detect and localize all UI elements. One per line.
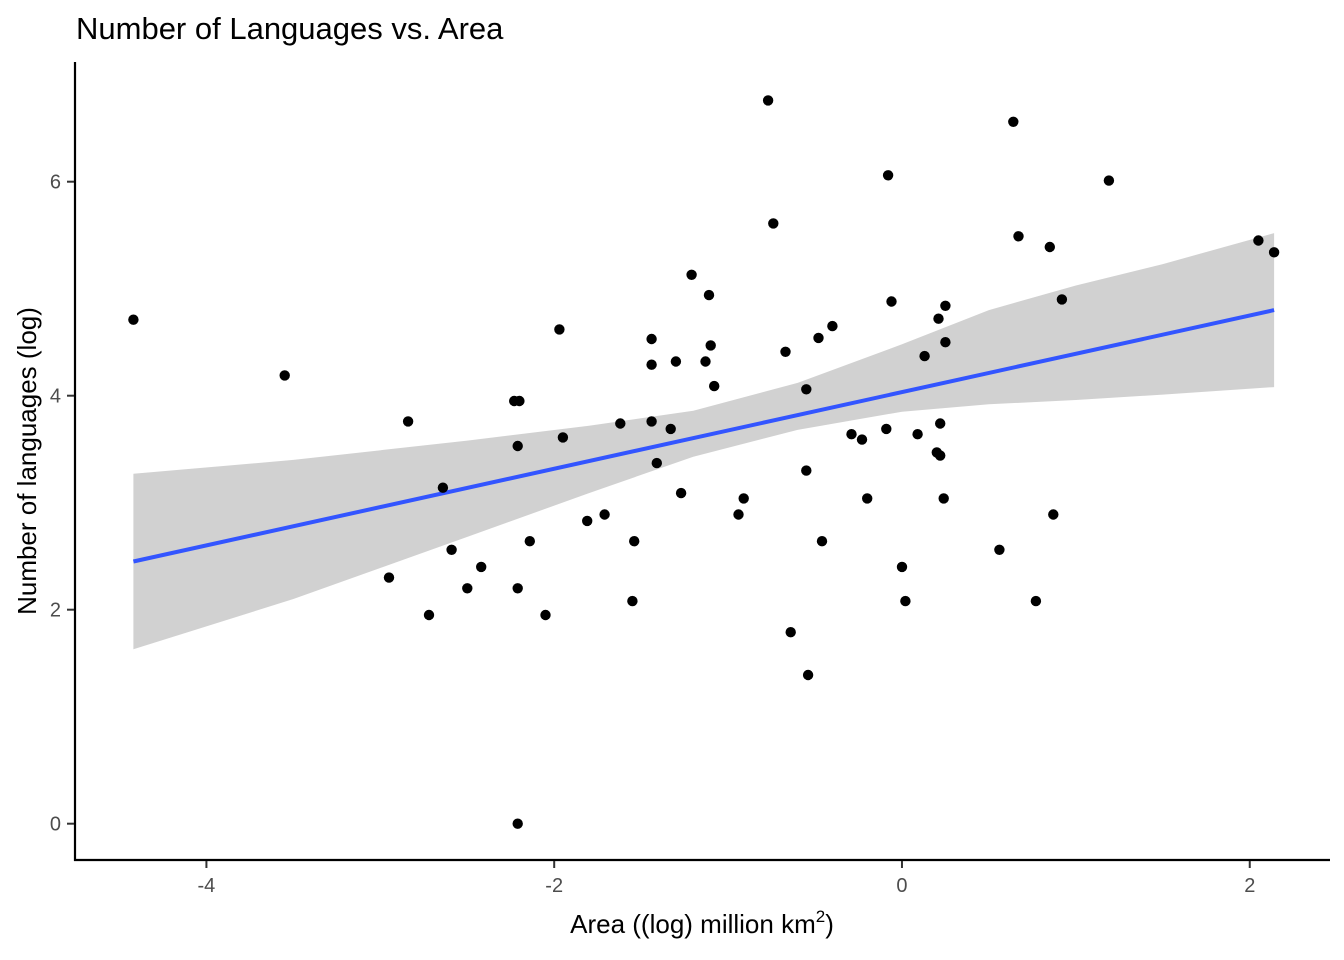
data-point	[846, 429, 857, 440]
data-point	[886, 296, 897, 307]
x-tick-label: -2	[545, 875, 563, 897]
data-point	[599, 509, 610, 520]
data-point	[1048, 509, 1059, 520]
data-point	[856, 434, 868, 445]
data-point	[582, 515, 593, 527]
data-point	[446, 544, 457, 555]
data-point	[512, 440, 523, 452]
data-point	[686, 269, 697, 280]
data-point	[675, 487, 687, 499]
data-point	[665, 423, 676, 435]
data-point	[762, 95, 774, 106]
data-point	[383, 572, 395, 583]
data-point	[827, 320, 838, 332]
data-point	[554, 324, 565, 335]
y-axis-ticks: 0 2 4 6	[50, 172, 74, 836]
data-point	[670, 356, 682, 367]
points-layer	[128, 95, 1280, 829]
data-point	[651, 457, 662, 469]
data-point	[768, 218, 779, 229]
data-point	[881, 423, 892, 435]
data-point	[703, 289, 715, 301]
data-point	[1253, 235, 1264, 246]
chart-title: Number of Languages vs. Area	[76, 11, 504, 46]
y-tick-label: 6	[50, 172, 61, 194]
x-axis-title-superscript: 2	[816, 907, 825, 926]
data-point	[882, 170, 894, 181]
data-point	[1268, 247, 1280, 258]
data-point	[919, 350, 930, 362]
data-point	[802, 669, 814, 681]
data-point	[402, 416, 414, 427]
data-point	[1056, 294, 1068, 305]
x-axis-title: Area ((log) million km2)	[570, 907, 834, 939]
data-point	[862, 493, 873, 504]
data-point	[738, 493, 749, 504]
data-point	[785, 627, 796, 638]
data-point	[540, 609, 551, 621]
data-point	[940, 300, 951, 311]
data-point	[933, 313, 944, 324]
data-point	[938, 493, 949, 504]
confidence-band	[133, 233, 1275, 650]
data-point	[900, 595, 911, 607]
y-tick-label: 4	[50, 386, 61, 408]
data-point	[629, 536, 640, 547]
data-point	[940, 337, 951, 348]
data-point	[615, 418, 626, 429]
data-point	[912, 429, 923, 440]
x-tick-label: 0	[896, 875, 907, 897]
data-point	[279, 370, 290, 381]
data-point	[813, 332, 824, 344]
data-point	[935, 450, 946, 461]
y-tick-label: 0	[50, 814, 61, 836]
x-axis-title-base: Area ((log) million km	[570, 909, 816, 939]
x-tick-label: -4	[198, 875, 216, 897]
data-point	[512, 818, 523, 829]
x-tick-label: 2	[1244, 875, 1255, 897]
data-point	[512, 583, 523, 594]
data-point	[423, 609, 435, 621]
data-point	[705, 340, 716, 351]
data-point	[524, 536, 535, 547]
data-point	[1013, 231, 1024, 242]
data-point	[646, 359, 657, 370]
data-point	[514, 395, 525, 407]
regression-line	[132, 308, 1275, 564]
data-point	[896, 561, 908, 573]
data-point	[646, 333, 657, 345]
data-point	[437, 482, 449, 493]
data-point	[935, 418, 946, 429]
data-point	[700, 356, 711, 367]
data-point	[557, 432, 569, 443]
data-point	[801, 384, 812, 395]
data-point	[780, 346, 791, 357]
data-point	[128, 314, 139, 325]
data-point	[733, 509, 744, 520]
data-point	[816, 536, 828, 547]
data-point	[801, 465, 812, 476]
data-point	[476, 561, 487, 573]
data-point	[462, 583, 473, 594]
confidence-band-layer	[133, 233, 1275, 650]
x-axis-ticks: -4 -2 0 2	[198, 861, 1255, 897]
y-tick-label: 2	[50, 600, 61, 622]
data-point	[627, 595, 638, 607]
data-point	[1103, 175, 1115, 186]
x-axis-title-suffix: )	[825, 909, 834, 939]
fit-line-layer	[132, 308, 1275, 564]
y-axis-title: Number of languages (log)	[12, 307, 42, 615]
data-point	[1008, 116, 1019, 128]
data-point	[1030, 595, 1042, 607]
data-point	[1044, 241, 1056, 253]
data-point	[709, 380, 720, 392]
data-point	[646, 416, 657, 427]
data-point	[994, 544, 1005, 555]
